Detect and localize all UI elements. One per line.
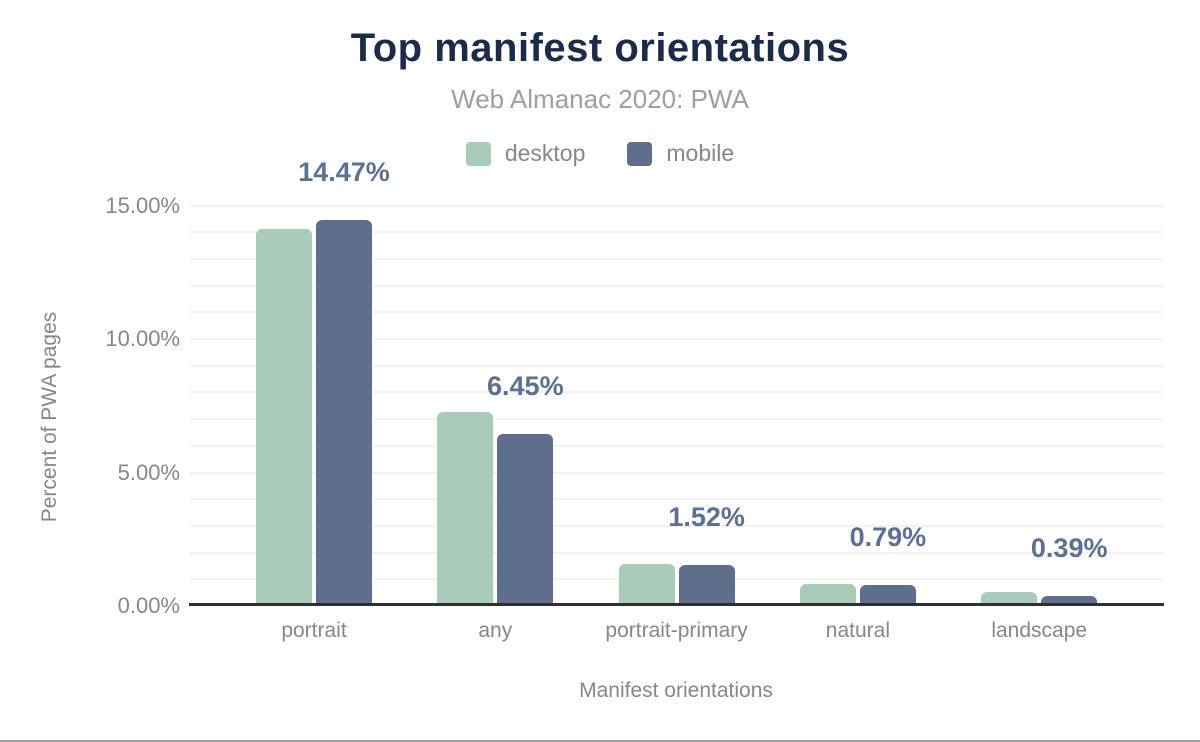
bar-desktop-portrait-primary[interactable]	[618, 564, 675, 606]
value-label-portrait-primary: 1.52%	[668, 502, 745, 532]
gridline-7pct	[190, 418, 1163, 421]
bar-desktop-any[interactable]	[437, 412, 494, 606]
gridline-15pct	[190, 204, 1163, 207]
bar-mobile-any[interactable]	[497, 434, 554, 606]
x-category-landscape: landscape	[991, 619, 1088, 642]
gridline-5pct	[190, 471, 1163, 474]
desktop-series-swatch	[465, 141, 491, 166]
bar-desktop-natural[interactable]	[799, 584, 856, 606]
gridline-2pct	[190, 551, 1163, 554]
x-category-portrait-primary: portrait-primary	[605, 619, 748, 642]
value-label-landscape: 0.39%	[1030, 533, 1108, 563]
value-label-natural: 0.79%	[849, 522, 927, 552]
gridline-4pct	[190, 498, 1163, 501]
value-label-portrait: 14.47%	[298, 157, 390, 187]
legend: desktop mobile	[0, 140, 1200, 167]
chart-title: Top manifest orientations	[350, 26, 850, 70]
chart-subtitle: Web Almanac 2020: PWA	[451, 84, 749, 114]
legend-label-desktop: desktop	[504, 140, 586, 166]
gridline-10pct	[190, 338, 1163, 340]
gridline-12pct	[190, 284, 1163, 287]
gridline-6pct	[190, 444, 1163, 447]
figure-bottom-border	[0, 740, 1200, 742]
x-axis-title: Manifest orientations	[579, 679, 773, 702]
gridline-3pct	[190, 524, 1163, 527]
y-tick-0.00%: 0.00%	[117, 593, 180, 618]
gridline-14pct	[190, 231, 1163, 234]
legend-item-mobile: mobile	[627, 140, 734, 167]
x-category-any: any	[478, 619, 513, 642]
y-tick-10.00%: 10.00%	[105, 326, 180, 351]
bar-desktop-landscape[interactable]	[981, 592, 1038, 606]
bar-mobile-portrait-primary[interactable]	[678, 565, 735, 606]
legend-label-mobile: mobile	[666, 140, 735, 166]
value-label-any: 6.45%	[487, 371, 564, 401]
y-tick-15.00%: 15.00%	[105, 192, 180, 218]
x-category-portrait: portrait	[281, 619, 347, 642]
bar-mobile-portrait[interactable]	[316, 220, 372, 606]
x-category-natural: natural	[825, 619, 890, 642]
gridline-8pct	[190, 391, 1163, 394]
gridline-13pct	[190, 257, 1163, 260]
gridline-9pct	[190, 364, 1163, 367]
bar-desktop-portrait[interactable]	[256, 229, 312, 606]
bar-mobile-natural[interactable]	[859, 585, 916, 606]
x-axis-line	[189, 603, 1164, 606]
mobile-series-swatch	[627, 141, 653, 166]
bar-mobile-landscape[interactable]	[1041, 596, 1098, 606]
y-tick-5.00%: 5.00%	[117, 459, 180, 485]
legend-item-desktop: desktop	[465, 140, 586, 167]
gridline-11pct	[190, 311, 1163, 314]
gridline-1pct	[190, 578, 1163, 581]
